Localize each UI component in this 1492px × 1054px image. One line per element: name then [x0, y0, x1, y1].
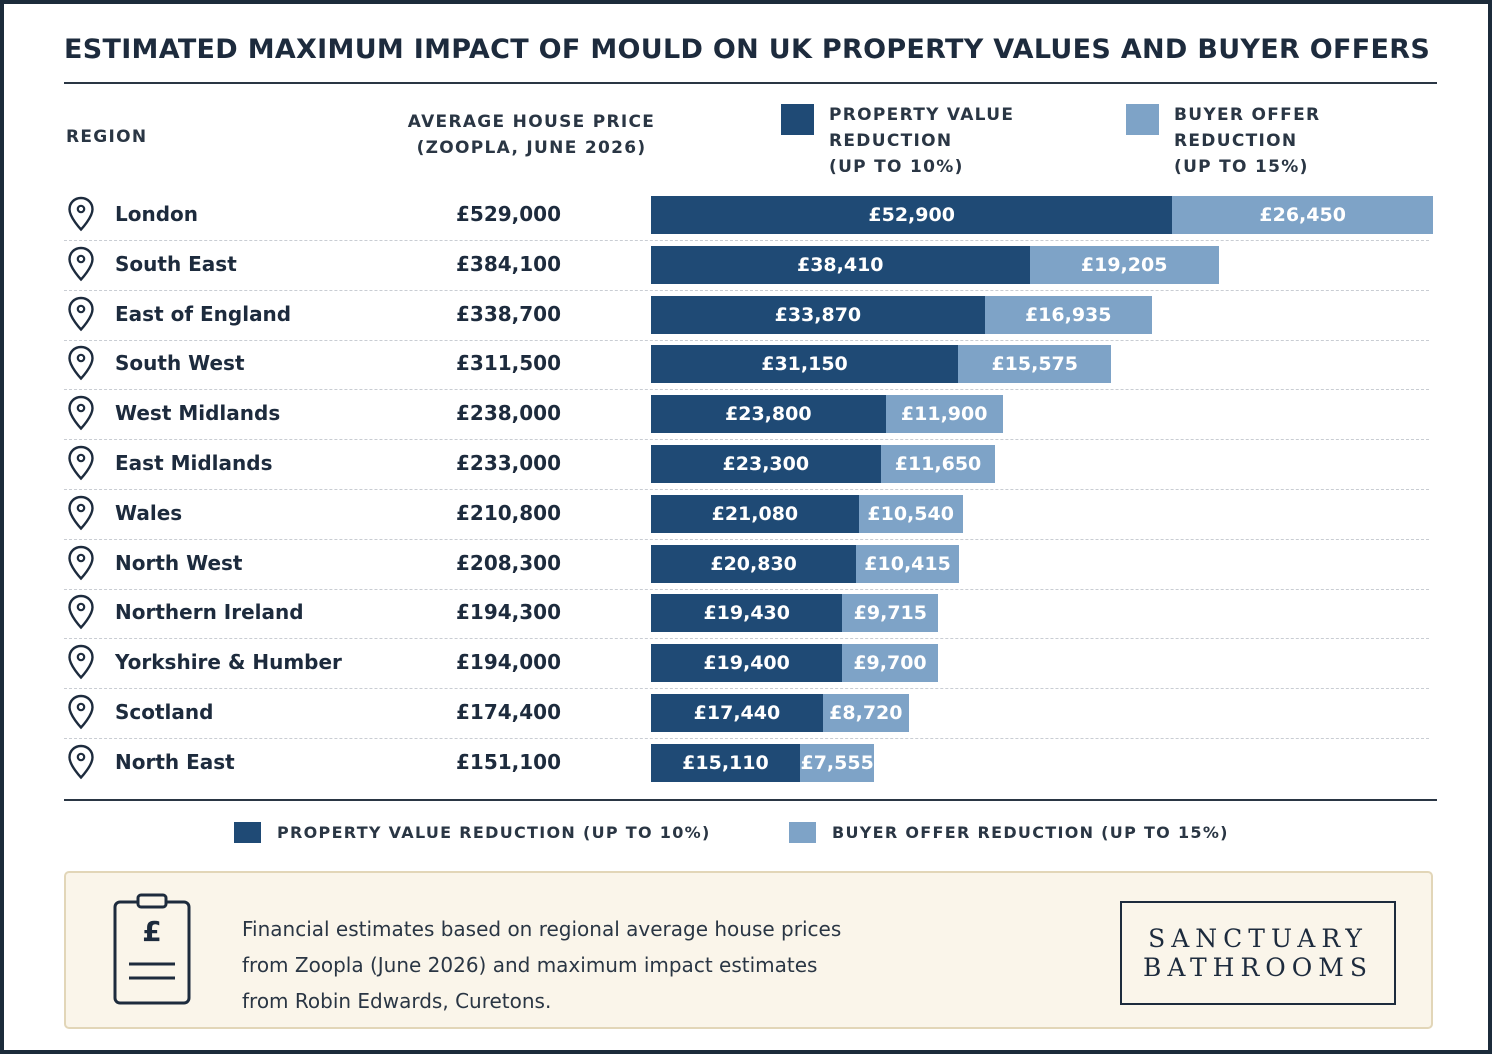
bar-property-value-reduction: £19,430 [651, 594, 843, 633]
location-pin-icon [67, 445, 95, 481]
bar-property-value-reduction: £17,440 [651, 694, 823, 732]
source-note-line: from Zoopla (June 2026) and maximum impa… [242, 953, 818, 977]
location-pin-icon [67, 345, 95, 381]
bar-buyer-offer-reduction: £8,720 [822, 694, 909, 732]
region-label: Wales [115, 500, 183, 525]
row-separator [64, 688, 1429, 690]
bar-buyer-offer-reduction: £7,555 [799, 743, 875, 782]
location-pin-icon [67, 644, 95, 680]
legend-swatch-buyer-offer [1126, 104, 1159, 135]
bar-property-value-reduction: £15,110 [651, 743, 800, 782]
top-rule [64, 82, 1437, 84]
row-separator [64, 538, 1429, 540]
average-price-value: £174,400 [455, 700, 561, 724]
bar-buyer-offer-reduction: £9,715 [842, 594, 939, 633]
location-pin-icon [67, 246, 95, 282]
average-price-value: £338,700 [455, 301, 561, 326]
row-separator [64, 638, 1429, 640]
row-separator [64, 737, 1429, 739]
source-note-line: from Robin Edwards, Curetons. [242, 989, 552, 1013]
row-separator [64, 389, 1429, 391]
bar-property-value-reduction: £20,830 [651, 544, 857, 583]
bar-buyer-offer-reduction: £26,450 [1172, 196, 1433, 234]
location-pin-icon [67, 495, 95, 531]
legend-swatch [234, 822, 261, 843]
column-header-region: REGION [66, 127, 148, 147]
region-label: North East [115, 749, 235, 774]
average-price-value: £233,000 [455, 451, 561, 475]
region-label: Scotland [115, 700, 214, 724]
bar-property-value-reduction: £21,080 [651, 494, 859, 533]
bar-buyer-offer-reduction: £9,700 [842, 644, 938, 683]
svg-text:£: £ [142, 915, 161, 948]
legend-swatch [789, 822, 816, 843]
legend-label: PROPERTY VALUE REDUCTION (UP TO 10%) [277, 823, 711, 842]
row-separator [64, 339, 1429, 341]
bar-buyer-offer-reduction: £19,205 [1029, 245, 1219, 284]
row-separator [64, 588, 1429, 590]
brand-line: SANCTUARY [1148, 924, 1368, 953]
location-pin-icon [67, 744, 95, 780]
column-header-property-value: PROPERTY VALUE REDUCTION (UP TO 10%) [829, 105, 1015, 177]
legend-item-buyer-offer: BUYER OFFER REDUCTION (UP TO 15%) [789, 822, 1229, 843]
location-pin-icon [67, 296, 95, 332]
bottom-rule [64, 799, 1437, 801]
bar-buyer-offer-reduction: £10,415 [856, 544, 959, 583]
location-pin-icon [67, 395, 95, 431]
average-price-value: £238,000 [455, 401, 561, 426]
average-price-value: £311,500 [455, 351, 561, 376]
average-price-value: £194,000 [455, 650, 561, 675]
bar-property-value-reduction: £23,800 [651, 395, 886, 434]
brand-line: BATHROOMS [1142, 953, 1374, 982]
row-separator [64, 439, 1429, 441]
region-label: Yorkshire & Humber [115, 650, 342, 675]
row-separator [64, 289, 1429, 291]
column-header-buyer-offer: BUYER OFFER REDUCTION (UP TO 15%) [1174, 105, 1321, 177]
source-note-line: Financial estimates based on regional av… [242, 917, 842, 941]
location-pin-icon [67, 694, 95, 730]
region-label: North West [115, 550, 243, 575]
average-price-value: £151,100 [455, 749, 561, 774]
region-label: East Midlands [115, 451, 273, 475]
bar-buyer-offer-reduction: £11,650 [880, 445, 996, 483]
region-label: Northern Ireland [115, 600, 304, 625]
source-note-text: Financial estimates based on regional av… [242, 911, 942, 1019]
clipboard-pound-icon: £ [113, 893, 191, 1005]
bar-buyer-offer-reduction: £16,935 [984, 295, 1152, 334]
legend-item-property-value: PROPERTY VALUE REDUCTION (UP TO 10%) [234, 822, 711, 843]
row-separator [64, 488, 1429, 490]
source-note-box: £ Financial estimates based on regional … [64, 871, 1433, 1029]
region-label: South West [115, 351, 245, 376]
region-label: West Midlands [115, 401, 281, 426]
region-label: South East [115, 251, 237, 276]
bar-buyer-offer-reduction: £11,900 [885, 395, 1003, 434]
location-pin-icon [67, 594, 95, 630]
legend-label: BUYER OFFER REDUCTION (UP TO 15%) [832, 823, 1229, 842]
bar-buyer-offer-reduction: £10,540 [858, 494, 963, 533]
average-price-value: £529,000 [455, 202, 561, 226]
region-label: East of England [115, 301, 292, 326]
location-pin-icon [67, 545, 95, 581]
region-label: London [115, 202, 199, 226]
bar-property-value-reduction: £19,400 [651, 644, 843, 683]
row-separator [64, 239, 1429, 241]
bar-property-value-reduction: £23,300 [651, 445, 881, 483]
bar-property-value-reduction: £52,900 [651, 196, 1173, 234]
average-price-value: £208,300 [455, 550, 561, 575]
bar-buyer-offer-reduction: £15,575 [957, 345, 1112, 384]
location-pin-icon [67, 196, 95, 232]
legend-swatch-property-value [781, 104, 814, 135]
brand-logo: SANCTUARY BATHROOMS [1120, 901, 1396, 1005]
bar-property-value-reduction: £38,410 [651, 245, 1030, 284]
average-price-value: £194,300 [455, 600, 561, 625]
column-header-price: AVERAGE HOUSE PRICE (ZOOPLA, JUNE 2026) [407, 112, 656, 158]
chart-title: ESTIMATED MAXIMUM IMPACT OF MOULD ON UK … [64, 34, 1431, 65]
bar-property-value-reduction: £33,870 [651, 295, 985, 334]
average-price-value: £384,100 [455, 251, 561, 276]
average-price-value: £210,800 [455, 500, 561, 525]
bar-property-value-reduction: £31,150 [651, 345, 958, 384]
